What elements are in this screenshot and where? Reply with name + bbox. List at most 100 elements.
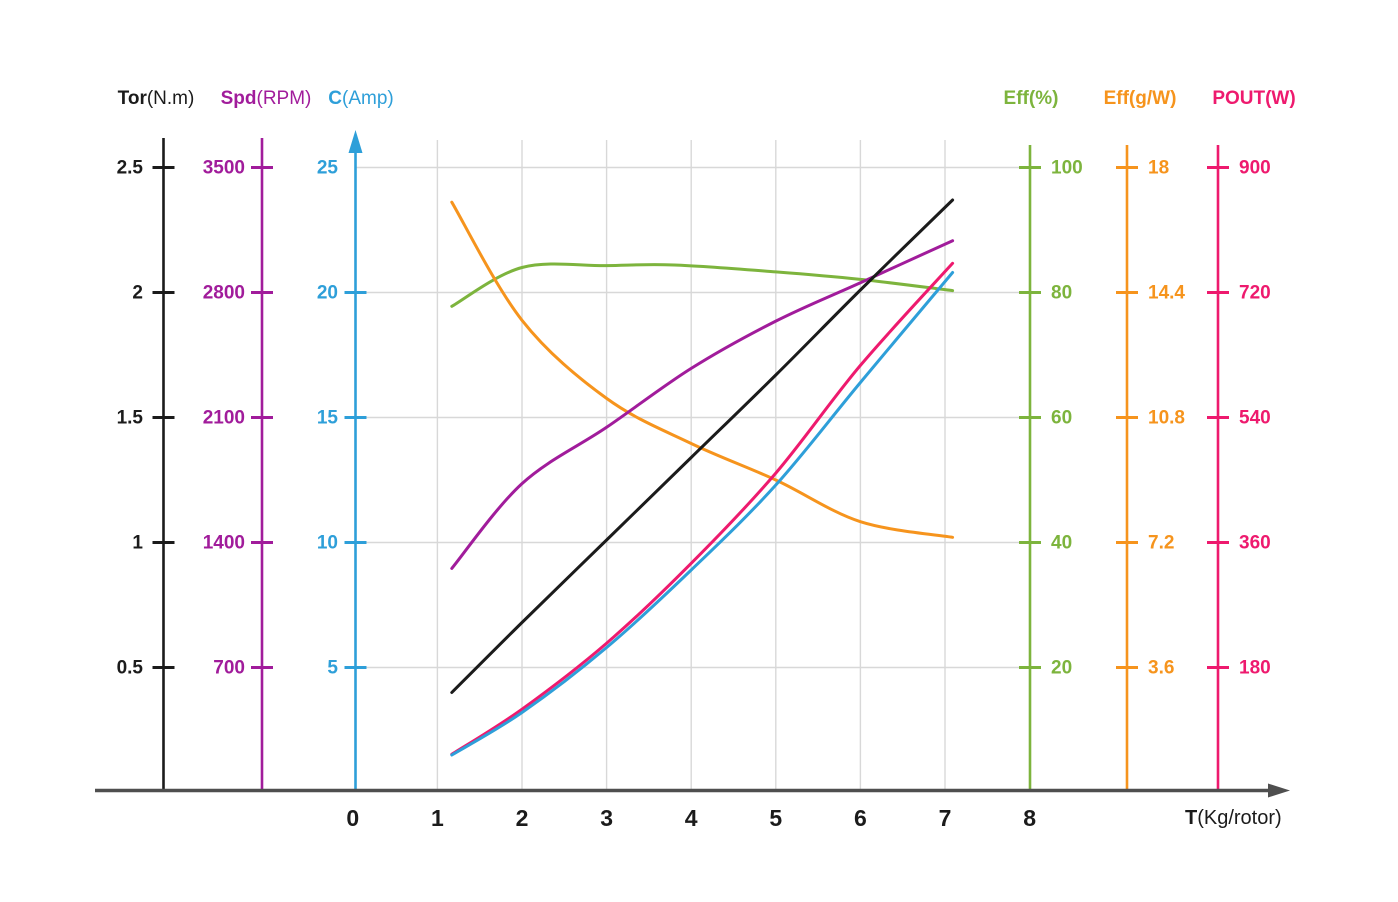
current-tick-value: 20 (316, 282, 338, 303)
efficiency-percent-tick-value: 60 (1051, 407, 1073, 428)
efficiency-g-per-w-axis-title-main: Eff (1103, 88, 1129, 109)
current-axis-title-main: C (328, 88, 342, 109)
speed-tick-value: 700 (213, 657, 245, 678)
current-tick-label: 25 (268, 158, 338, 177)
efficiency-g-per-w-tick-value: 18 (1148, 157, 1170, 178)
power-output-tick-label: 180 (1239, 658, 1271, 677)
efficiency-percent-tick-value: 20 (1051, 657, 1073, 678)
power-output-tick-label: 900 (1239, 158, 1271, 177)
torque-curve (450, 198, 955, 694)
speed-tick-label: 2100 (175, 408, 245, 427)
speed-tick-value: 1400 (202, 532, 245, 553)
power-output-curve (450, 261, 955, 756)
torque-tick-label: 2 (73, 283, 143, 302)
x-axis-tick-label: 4 (685, 806, 698, 830)
speed-tick-label: 3500 (175, 158, 245, 177)
speed-tick-value: 3500 (202, 157, 245, 178)
current-curve (450, 271, 955, 757)
torque-axis-title-main: Tor (117, 88, 147, 109)
efficiency-g-per-w-tick-label: 7.2 (1148, 533, 1174, 552)
efficiency-g-per-w-tick-label: 18 (1148, 158, 1169, 177)
power-output-axis-title: POUT(W) (1212, 88, 1295, 110)
current-tick-label: 20 (268, 283, 338, 302)
torque-tick-value: 2 (132, 282, 143, 303)
speed-tick-value: 2100 (202, 407, 245, 428)
torque-tick-value: 2.5 (116, 157, 143, 178)
efficiency-percent-axis-title: Eff(%) (1004, 88, 1059, 110)
x-axis-tick-value: 8 (1023, 805, 1036, 831)
x-axis-tick-label: 5 (769, 806, 782, 830)
torque-axis-title-unit: (N.m) (146, 88, 195, 109)
efficiency-g-per-w-tick-value: 3.6 (1148, 657, 1175, 678)
torque-tick-value: 1 (132, 532, 143, 553)
speed-tick-label: 2800 (175, 283, 245, 302)
speed-curve (450, 239, 955, 570)
x-axis-arrowhead (1268, 783, 1290, 798)
x-axis-tick-label: 8 (1023, 806, 1036, 830)
efficiency-g-per-w-tick-value: 14.4 (1148, 282, 1185, 303)
x-axis-tick-label: 2 (516, 806, 529, 830)
x-axis-tick-value: 3 (600, 805, 613, 831)
power-output-tick-label: 540 (1239, 408, 1271, 427)
current-axis-title-unit: (Amp) (342, 88, 394, 109)
efficiency-percent-tick-label: 40 (1051, 533, 1072, 552)
speed-axis-title: Spd(RPM) (221, 88, 312, 110)
speed-axis-title-main: Spd (220, 88, 257, 109)
efficiency-percent-axis-title-unit: (%) (1028, 88, 1059, 109)
power-output-tick-value: 180 (1239, 657, 1271, 678)
x-axis-tick-label: 6 (854, 806, 867, 830)
x-axis-tick-value: 4 (684, 805, 698, 831)
x-axis-tick-value: 5 (769, 805, 783, 831)
power-output-tick-label: 720 (1239, 283, 1271, 302)
efficiency-percent-tick-label: 100 (1051, 158, 1083, 177)
current-axis-arrowhead (348, 130, 363, 153)
efficiency-percent-tick-value: 40 (1051, 532, 1073, 553)
efficiency-percent-tick-label: 20 (1051, 658, 1072, 677)
torque-tick-label: 1.5 (73, 408, 143, 427)
x-axis-title: T(Kg/rotor) (1185, 806, 1282, 830)
power-output-axis-title-unit: (W) (1265, 88, 1296, 109)
efficiency-percent-tick-label: 60 (1051, 408, 1072, 427)
power-output-tick-value: 540 (1239, 407, 1271, 428)
torque-axis-title: Tor(N.m) (118, 88, 195, 110)
efficiency-g-per-w-tick-label: 3.6 (1148, 658, 1174, 677)
efficiency-percent-tick-value: 100 (1051, 157, 1083, 178)
efficiency-percent-tick-label: 80 (1051, 283, 1072, 302)
efficiency-percent-curve (450, 262, 955, 308)
x-axis-tick-label: 7 (939, 806, 952, 830)
current-axis-title: C(Amp) (328, 88, 393, 110)
efficiency-g-per-w-tick-value: 10.8 (1148, 407, 1185, 428)
torque-tick-value: 0.5 (116, 657, 143, 678)
torque-tick-label: 0.5 (73, 658, 143, 677)
efficiency-g-per-w-axis-title: Eff(g/W) (1104, 88, 1177, 110)
current-tick-value: 25 (316, 157, 338, 178)
current-tick-value: 5 (327, 657, 338, 678)
torque-tick-label: 1 (73, 533, 143, 552)
speed-axis-title-unit: (RPM) (256, 88, 312, 109)
speed-tick-label: 1400 (175, 533, 245, 552)
x-axis-tick-value: 1 (430, 805, 444, 831)
x-axis-title-main: T (1185, 807, 1198, 829)
x-axis-tick-value: 7 (938, 805, 952, 831)
x-axis-title-unit: (Kg/rotor) (1197, 807, 1282, 829)
speed-tick-label: 700 (175, 658, 245, 677)
efficiency-percent-axis-title-main: Eff (1003, 88, 1029, 109)
current-tick-label: 15 (268, 408, 338, 427)
torque-tick-label: 2.5 (73, 158, 143, 177)
current-tick-label: 5 (268, 658, 338, 677)
x-axis-tick-value: 6 (853, 805, 867, 831)
efficiency-g-per-w-tick-label: 14.4 (1148, 283, 1185, 302)
power-output-tick-value: 720 (1239, 282, 1271, 303)
power-output-tick-value: 900 (1239, 157, 1271, 178)
power-output-tick-value: 360 (1239, 532, 1271, 553)
power-output-axis-title-main: POUT (1212, 88, 1266, 109)
current-tick-value: 15 (316, 407, 338, 428)
x-axis-tick-label: 3 (600, 806, 613, 830)
x-axis-tick-label: 0 (346, 806, 359, 830)
efficiency-g-per-w-tick-value: 7.2 (1148, 532, 1175, 553)
efficiency-percent-tick-value: 80 (1051, 282, 1073, 303)
current-tick-label: 10 (268, 533, 338, 552)
efficiency-g-per-w-axis-title-unit: (g/W) (1128, 88, 1177, 109)
